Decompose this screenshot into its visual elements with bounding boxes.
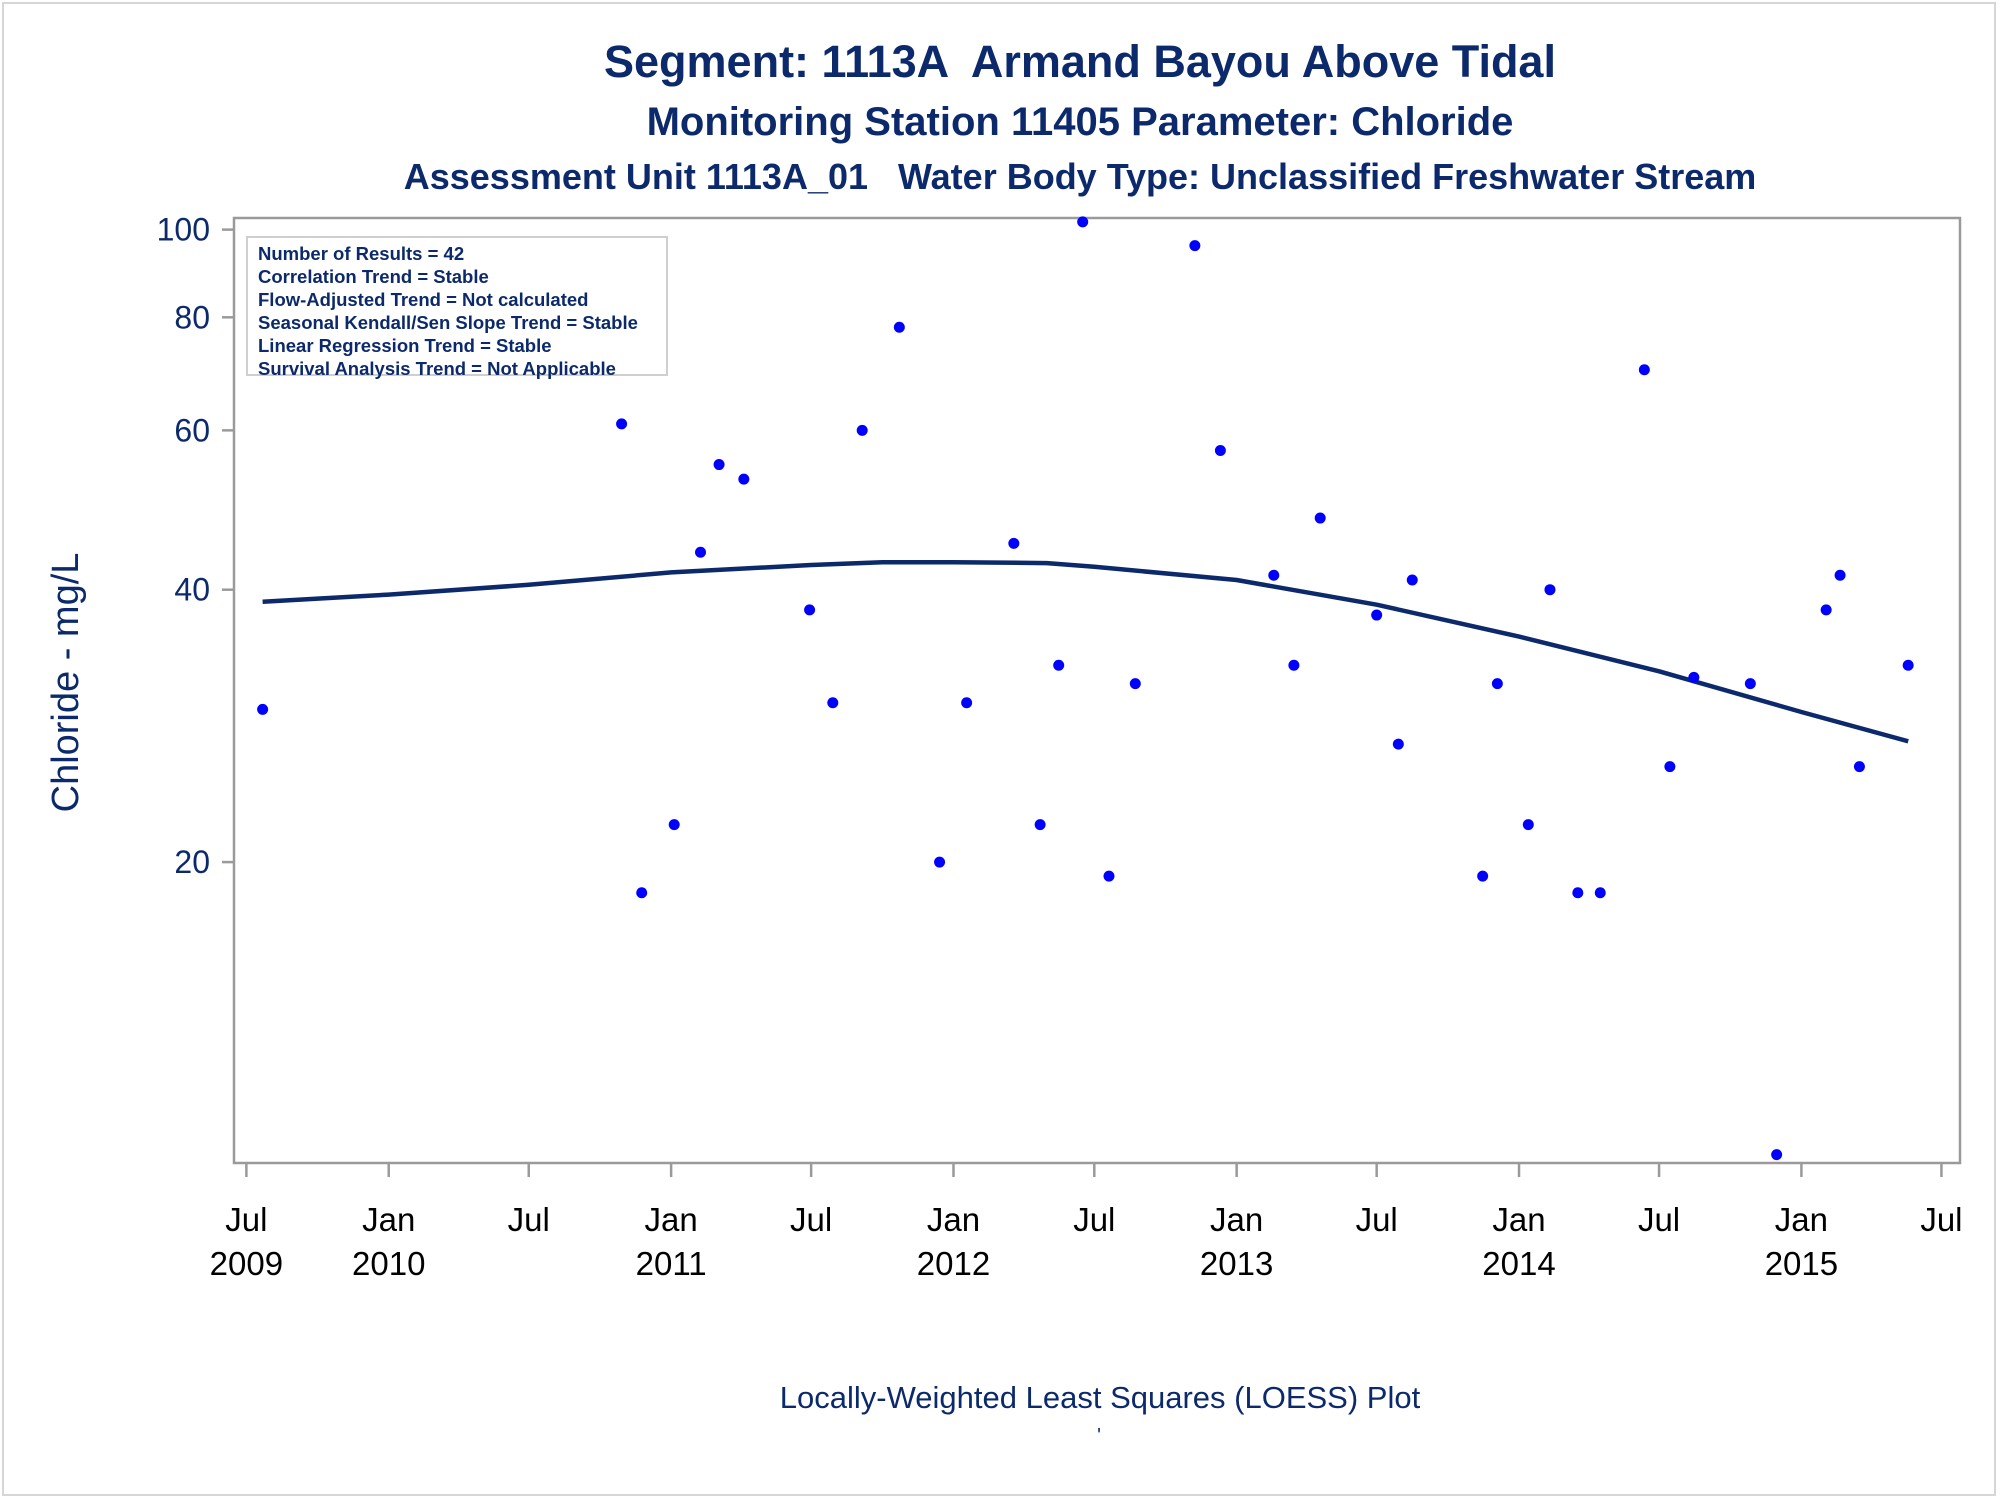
data-point — [1572, 887, 1584, 899]
stats-legend-box: Number of Results = 42 Correlation Trend… — [246, 236, 668, 379]
data-point — [1902, 659, 1914, 671]
y-axis-label: Chloride - mg/L — [45, 553, 87, 813]
plot-area-border — [232, 216, 1962, 1165]
data-point — [1477, 870, 1489, 882]
stats-line: Seasonal Kendall/Sen Slope Trend = Stabl… — [258, 312, 638, 333]
x-tick-label: Jan — [644, 1201, 697, 1238]
plot-type-caption: Locally-Weighted Least Squares (LOESS) P… — [779, 1380, 1421, 1415]
x-tick-year-label: 2014 — [1482, 1245, 1555, 1282]
data-point — [961, 697, 973, 709]
y-tick-label: 20 — [174, 844, 210, 880]
x-tick-label: Jul — [1356, 1201, 1398, 1238]
data-point — [1129, 678, 1141, 690]
data-point — [1268, 569, 1280, 581]
data-point — [1053, 659, 1065, 671]
stats-line: Number of Results = 42 — [258, 243, 465, 264]
data-point — [1491, 678, 1503, 690]
x-tick-label: Jul — [1920, 1201, 1962, 1238]
chart-title: Segment: 1113A Armand Bayou Above Tidal — [604, 36, 1556, 87]
data-point — [1288, 659, 1300, 671]
data-point — [695, 546, 707, 558]
stats-line: Flow-Adjusted Trend = Not calculated — [258, 289, 589, 310]
x-tick-year-label: 2015 — [1765, 1245, 1838, 1282]
y-tick-label: 60 — [174, 412, 210, 448]
data-point — [1008, 537, 1020, 549]
x-tick-year-label: 2009 — [210, 1245, 283, 1282]
chart-subtitle-station: Monitoring Station 11405 Parameter: Chlo… — [646, 100, 1514, 144]
y-tick-label: 40 — [174, 572, 210, 608]
data-point — [713, 459, 725, 471]
x-tick-year-label: 2012 — [917, 1245, 990, 1282]
data-point — [1034, 819, 1046, 831]
data-point — [1638, 364, 1650, 376]
data-point — [804, 604, 816, 616]
data-point — [1189, 240, 1201, 252]
data-point — [636, 887, 648, 899]
x-tick-label: Jul — [225, 1201, 267, 1238]
x-tick-label: Jul — [508, 1201, 550, 1238]
loess-trend-line — [262, 559, 1909, 744]
x-tick-label: Jul — [1073, 1201, 1115, 1238]
data-point — [668, 819, 680, 831]
x-tick-label: Jan — [1210, 1201, 1263, 1238]
x-tick-label: Jan — [362, 1201, 415, 1238]
data-point — [827, 697, 839, 709]
footer-mark: ' — [1097, 1425, 1101, 1447]
x-tick-year-label: 2010 — [352, 1245, 425, 1282]
data-point — [856, 424, 868, 436]
stats-line: Linear Regression Trend = Stable — [258, 335, 552, 356]
chart-subtitle-assessment: Assessment Unit 1113A_01 Water Body Type… — [403, 156, 1757, 197]
x-tick-label: Jul — [1638, 1201, 1680, 1238]
data-point — [1820, 604, 1832, 616]
data-point — [1834, 569, 1846, 581]
x-tick-label: Jan — [1492, 1201, 1545, 1238]
x-tick-year-label: 2011 — [636, 1245, 707, 1282]
data-point — [1214, 445, 1226, 457]
data-point — [1544, 584, 1556, 596]
stats-line: Correlation Trend = Stable — [258, 266, 489, 287]
stats-line: Survival Analysis Trend = Not Applicable — [258, 358, 616, 379]
data-point — [1744, 678, 1756, 690]
data-point — [1594, 887, 1606, 899]
data-point — [1853, 761, 1865, 773]
data-point — [893, 321, 905, 333]
data-point — [616, 418, 628, 430]
data-point — [1371, 609, 1383, 621]
y-tick-label: 100 — [157, 212, 210, 248]
x-tick-label: Jan — [1775, 1201, 1828, 1238]
x-tick-label: Jan — [927, 1201, 980, 1238]
data-point — [257, 703, 269, 715]
data-point — [1392, 738, 1404, 750]
data-point — [1664, 761, 1676, 773]
data-point — [1103, 870, 1115, 882]
data-point — [934, 856, 946, 868]
data-point — [738, 473, 750, 485]
y-tick-label: 80 — [174, 299, 210, 335]
data-point — [1688, 671, 1700, 683]
data-point — [1522, 819, 1534, 831]
data-point — [1771, 1149, 1783, 1161]
data-point — [1406, 574, 1418, 586]
data-point — [1314, 512, 1326, 524]
data-point — [1077, 216, 1089, 228]
x-tick-year-label: 2013 — [1200, 1245, 1273, 1282]
x-tick-label: Jul — [790, 1201, 832, 1238]
